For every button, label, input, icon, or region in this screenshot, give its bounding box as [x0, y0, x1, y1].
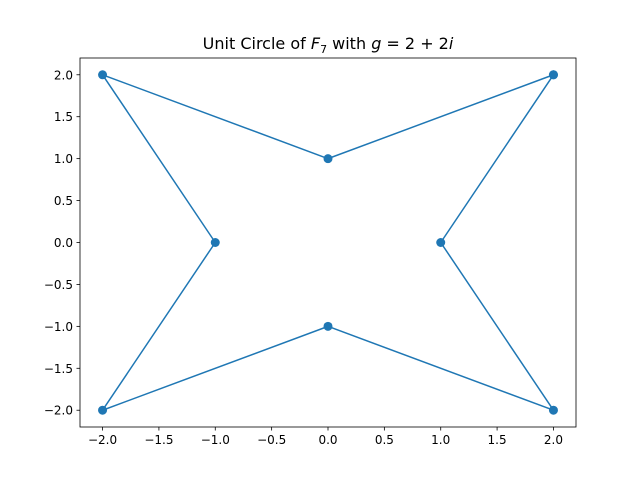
x-tick-label: 2.0	[544, 433, 563, 447]
data-point	[323, 154, 333, 164]
x-tick-label: 0.0	[318, 433, 337, 447]
y-tick-label: −1.5	[44, 362, 73, 376]
title-var: F	[311, 34, 321, 53]
axes: −2.0 −1.5 −1.0 −0.5 0.0 0.5 1.0 1.5 2.0 −2.0 −1.5 −…	[44, 57, 577, 447]
series-line-segment	[327, 325, 555, 412]
x-tick-label: −0.5	[257, 433, 286, 447]
series-line-segment	[101, 73, 329, 160]
x-tick-label: 1.5	[488, 433, 507, 447]
data-point	[436, 238, 446, 247]
series-line-segment	[439, 73, 555, 244]
series-line-segment	[439, 241, 555, 412]
data-point	[210, 238, 220, 247]
y-tick-label: 0.5	[54, 194, 73, 208]
x-tick-label: 0.5	[375, 433, 394, 447]
title-i: i	[449, 34, 454, 53]
data-point	[98, 405, 108, 415]
series-line-segment	[327, 73, 555, 160]
y-tick-label: −2.0	[44, 404, 73, 418]
chart-title: Unit Circle of F7 with g = 2 + 2i	[203, 34, 454, 56]
plot-area	[98, 70, 558, 415]
x-tick-label: −1.5	[144, 433, 173, 447]
y-tick-label: 2.0	[54, 68, 73, 82]
data-point	[548, 70, 558, 80]
title-prefix: Unit Circle of	[203, 34, 311, 53]
data-point	[323, 321, 333, 331]
series-line-segment	[101, 241, 217, 412]
y-tick-label: 1.5	[54, 110, 73, 124]
y-tick-label: −1.0	[44, 320, 73, 334]
x-tick-label: −1.0	[201, 433, 230, 447]
data-point	[548, 405, 558, 415]
title-g: g	[371, 34, 381, 53]
title-subscript: 7	[320, 43, 327, 56]
x-tick-label: 1.0	[431, 433, 450, 447]
y-tick-label: 0.0	[54, 236, 73, 250]
title-eq: = 2 + 2	[381, 34, 449, 53]
y-tick-label: −0.5	[44, 278, 73, 292]
title-mid: with	[327, 34, 371, 53]
series-line-segment	[101, 325, 329, 412]
x-tick-label: −2.0	[88, 433, 117, 447]
data-point	[98, 70, 108, 80]
series-line-segment	[101, 73, 217, 244]
y-tick-label: 1.0	[54, 152, 73, 166]
